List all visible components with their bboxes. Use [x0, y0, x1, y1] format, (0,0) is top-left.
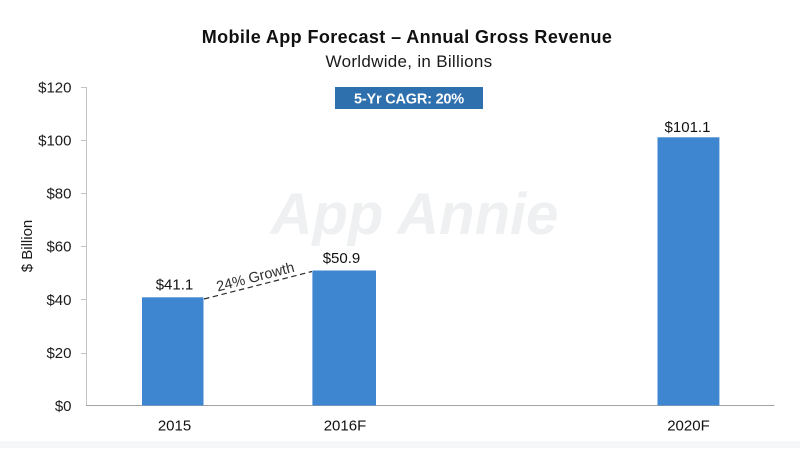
svg-text:$0: $0: [55, 398, 72, 415]
svg-text:2020F: 2020F: [667, 418, 710, 435]
svg-text:$120: $120: [38, 79, 71, 96]
svg-text:$100: $100: [38, 132, 71, 149]
svg-text:2016F: 2016F: [324, 418, 367, 435]
svg-text:Mobile App Forecast – Annual G: Mobile App Forecast – Annual Gross Reven…: [202, 27, 613, 47]
svg-text:$40: $40: [46, 292, 71, 309]
svg-text:$41.1: $41.1: [156, 277, 194, 294]
svg-text:5-Yr CAGR: 20%: 5-Yr CAGR: 20%: [354, 92, 464, 108]
svg-text:$50.9: $50.9: [323, 250, 361, 267]
svg-text:$80: $80: [46, 186, 71, 203]
svg-text:$20: $20: [46, 345, 71, 362]
svg-text:$ Billion: $ Billion: [19, 220, 36, 273]
svg-text:2015: 2015: [158, 418, 191, 435]
svg-text:Worldwide, in Billions: Worldwide, in Billions: [326, 52, 493, 71]
svg-text:$101.1: $101.1: [665, 119, 711, 136]
svg-text:$60: $60: [46, 239, 71, 256]
svg-text:App Annie: App Annie: [269, 182, 559, 247]
